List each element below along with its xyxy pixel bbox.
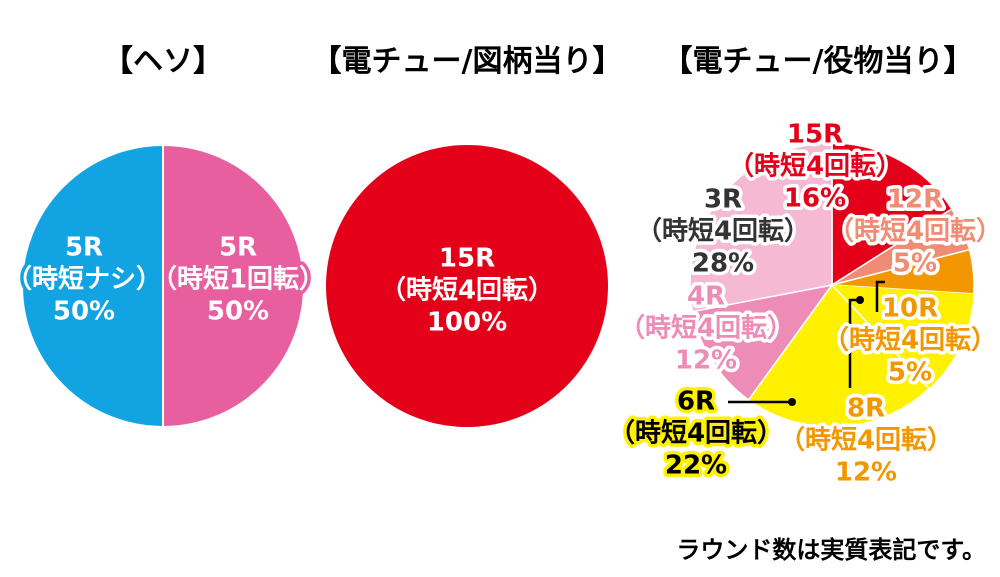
- pie-slice-heso-5r-nashi: [21, 143, 164, 429]
- round-count-footnote: ラウンド数は実質表記です。: [676, 536, 986, 564]
- leader-6r-dot: [788, 398, 796, 406]
- label-c3-10r-2-percent: 5%: [888, 358, 932, 388]
- label-c3-12r-1-rounds: 12R: [887, 185, 943, 215]
- label-leader-lines: [728, 280, 885, 406]
- label-c1-5r-0-rounds: 5R: [65, 233, 103, 263]
- label-c3-4r-5-jitan: （時短4回転）: [619, 314, 793, 344]
- heso-chart-title: 【ヘソ】: [103, 44, 223, 79]
- pie-slice-yakumono-4r: [691, 283, 834, 401]
- label-c3-12r-1-jitan: （時短4回転）: [828, 217, 1000, 247]
- label-c3-3r-6-jitan: （時短4回転）: [636, 217, 810, 247]
- label-c3-15r-0-jitan: （時短4回転）: [728, 152, 902, 182]
- pie-slice-zugara-15r: [325, 145, 608, 427]
- pie-slice-yakumono-10r: [831, 248, 975, 295]
- label-c1-5r-1-percent: 50%: [207, 297, 269, 327]
- label-c2-15r-0-percent: 100%: [427, 308, 507, 338]
- label-c3-6r-4-jitan: （時短4回転）: [609, 419, 783, 449]
- label-c3-6r-4-percent: 22%: [665, 451, 727, 481]
- pie-slice-heso-5r-jitan1: [162, 143, 305, 429]
- label-c3-3r-6-rounds: 3R: [704, 185, 742, 215]
- label-c3-8r-3-jitan: （時短4回転）: [779, 426, 953, 456]
- pie-slice-yakumono-8r: [832, 285, 974, 389]
- label-c1-5r-0-percent: 50%: [53, 297, 115, 327]
- heso-pie: [21, 143, 305, 429]
- denchu-zugara-pie: [325, 145, 608, 427]
- label-c3-6r-4-rounds: 6R: [677, 387, 715, 417]
- pie-slice-yakumono-15r: [831, 142, 953, 287]
- label-c3-4r-5-rounds: 4R: [687, 282, 725, 312]
- label-c3-12r-1-percent: 5%: [893, 249, 937, 279]
- label-c3-3r-6-percent: 28%: [692, 249, 754, 279]
- label-c3-15r-0-percent: 16%: [784, 184, 846, 214]
- denchu-yakumono-chart-title: 【電チュー/役物当り】: [662, 44, 974, 79]
- label-c3-8r-3-percent: 12%: [835, 458, 897, 488]
- label-c1-5r-1-rounds: 5R: [219, 233, 257, 263]
- denchu-zugara-chart-title: 【電チュー/図柄当り】: [311, 44, 623, 79]
- slice-labels: 5R（時短ナシ）50%5R（時短1回転）50%15R（時短4回転）100%15R…: [2, 116, 1000, 491]
- label-c1-5r-0-jitan: （時短ナシ）: [6, 265, 162, 295]
- denchu-yakumono-pie: [689, 142, 975, 428]
- label-c3-4r-5-percent: 12%: [675, 346, 737, 376]
- label-c3-10r-2-rounds: 10R: [882, 294, 938, 324]
- pie-slice-yakumono-3r: [689, 142, 833, 313]
- label-c1-5r-1-jitan: （時短1回転）: [151, 265, 325, 295]
- leader-10r: [875, 280, 885, 312]
- label-c3-10r-2-jitan: （時短4回転）: [823, 326, 997, 356]
- pie-slice-yakumono-6r: [747, 283, 931, 428]
- label-c2-15r-0-rounds: 15R: [439, 244, 495, 274]
- label-c2-15r-0-jitan: （時短4回転）: [380, 276, 554, 306]
- label-c3-8r-3-rounds: 8R: [847, 394, 885, 424]
- leader-8r-dot: [856, 296, 864, 304]
- label-c3-15r-0-rounds: 15R: [787, 120, 843, 150]
